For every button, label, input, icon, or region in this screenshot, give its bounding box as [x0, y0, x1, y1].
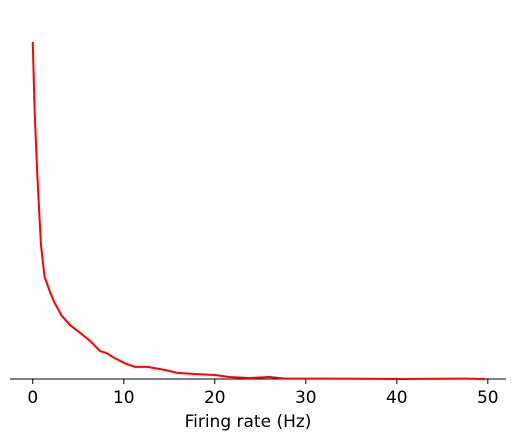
- line: [31, 41, 486, 380]
- x-tick-label: 10: [113, 388, 135, 408]
- x-axis-label: Firing rate (Hz): [185, 412, 312, 432]
- x-tick-label: 50: [477, 388, 499, 408]
- x-tick-label: 30: [295, 388, 317, 408]
- x-tick-label: 20: [204, 388, 226, 408]
- x-tick-label: 0: [27, 388, 38, 408]
- x-tick-label: 40: [386, 388, 408, 408]
